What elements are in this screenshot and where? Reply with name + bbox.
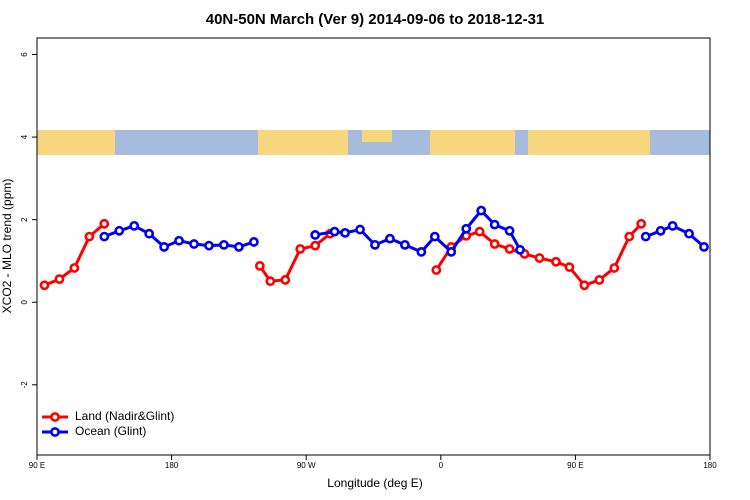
data-point [254, 261, 265, 271]
data-point [233, 242, 244, 252]
x-tick-label: 180 [165, 461, 179, 470]
data-point [310, 240, 321, 251]
x-tick-label: 0 [439, 461, 444, 470]
data-point [99, 218, 110, 229]
data-point [385, 233, 395, 244]
data-point [329, 226, 340, 237]
data-point [476, 205, 487, 216]
data-point [280, 275, 291, 285]
data-point [114, 225, 125, 236]
x-tick-label: 90 W [297, 461, 316, 470]
data-point [461, 223, 472, 234]
data-point [144, 228, 155, 239]
x-tick-label: 90 E [567, 461, 583, 470]
data-point [219, 239, 229, 250]
data-point [594, 275, 605, 285]
y-axis-label: XCO2 - MLO trend (ppm) [0, 179, 14, 314]
data-point [355, 224, 365, 235]
data-point [431, 265, 442, 275]
chart-title: 40N-50N March (Ver 9) 2014-09-06 to 2018… [206, 11, 545, 28]
data-point [655, 225, 666, 236]
data-point [416, 246, 427, 257]
data-point [504, 225, 515, 236]
y-tick-label: -2 [20, 381, 29, 389]
data-point [400, 239, 410, 250]
data-point [534, 253, 545, 263]
data-point [489, 219, 500, 230]
data-point [551, 256, 561, 267]
data-point [370, 239, 380, 250]
data-point [515, 244, 525, 255]
data-point [699, 242, 709, 252]
data-point [624, 231, 635, 242]
y-tick-label: 4 [20, 134, 29, 139]
land-band [37, 130, 115, 155]
data-point [248, 237, 259, 247]
land-band [430, 130, 515, 155]
data-point [159, 242, 170, 252]
data-point [189, 239, 199, 249]
legend-label: Ocean (Glint) [75, 424, 146, 438]
data-point [640, 231, 651, 242]
data-point [99, 231, 110, 242]
data-point [446, 246, 457, 257]
data-point [429, 231, 440, 242]
data-point [579, 280, 590, 291]
y-tick-label: 6 [20, 52, 29, 57]
x-axis-label: Longitude (deg E) [327, 476, 422, 490]
series-line [258, 232, 332, 283]
data-point [295, 244, 306, 254]
data-point [474, 226, 485, 237]
data-point [265, 276, 276, 287]
data-point [204, 240, 214, 251]
plot-frame [36, 37, 711, 456]
data-point [129, 220, 140, 231]
x-tick-label: 180 [703, 461, 717, 470]
series-line [43, 222, 106, 287]
data-point [667, 220, 678, 231]
data-point [636, 218, 647, 229]
data-point [310, 230, 321, 240]
data-point [684, 228, 694, 239]
data-point [84, 231, 95, 242]
data-point [609, 263, 620, 273]
legend: Land (Nadir&Glint)Ocean (Glint) [42, 409, 174, 438]
data-point [504, 244, 515, 254]
x-tick-label: 90 E [29, 461, 45, 470]
y-tick-label: 0 [20, 299, 29, 304]
data-point [174, 235, 184, 246]
y-tick-label: 2 [20, 217, 29, 222]
map-strip [37, 130, 710, 155]
data-point [39, 280, 50, 291]
legend-label: Land (Nadir&Glint) [75, 409, 174, 423]
land-band [362, 130, 392, 142]
data-point [69, 263, 80, 273]
legend-marker [50, 427, 60, 437]
land-band [528, 130, 650, 155]
legend-marker [50, 412, 60, 422]
data-point [340, 227, 350, 238]
data-point [564, 262, 575, 273]
data-point [489, 239, 500, 249]
land-band [258, 130, 348, 155]
data-point [54, 274, 65, 285]
